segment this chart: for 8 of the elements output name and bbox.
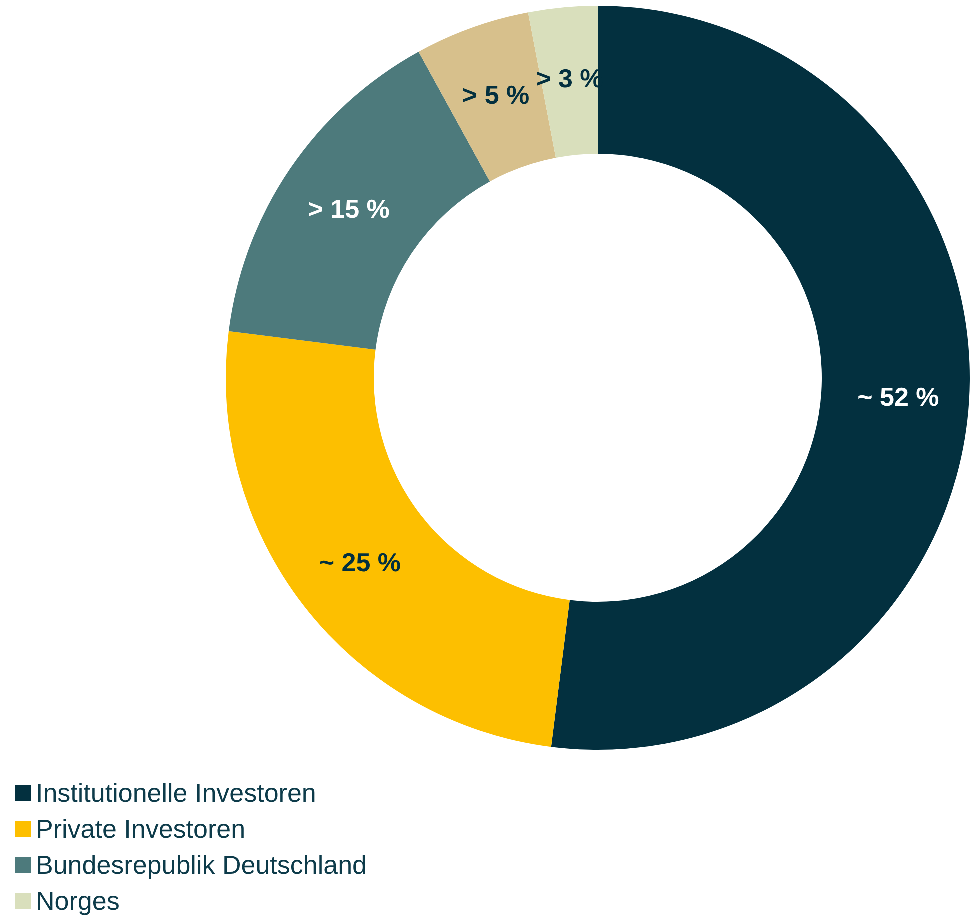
legend-label: Institutionelle Investoren [36, 778, 316, 808]
data-label: > 5 % [462, 80, 530, 110]
data-label: > 15 % [308, 194, 390, 224]
data-label: ~ 25 % [319, 547, 401, 578]
data-label: ~ 52 % [858, 382, 940, 412]
legend-label: Norges [36, 886, 120, 916]
legend-label: Bundesrepublik Deutschland [36, 850, 367, 880]
legend-label: Private Investoren [36, 814, 246, 844]
